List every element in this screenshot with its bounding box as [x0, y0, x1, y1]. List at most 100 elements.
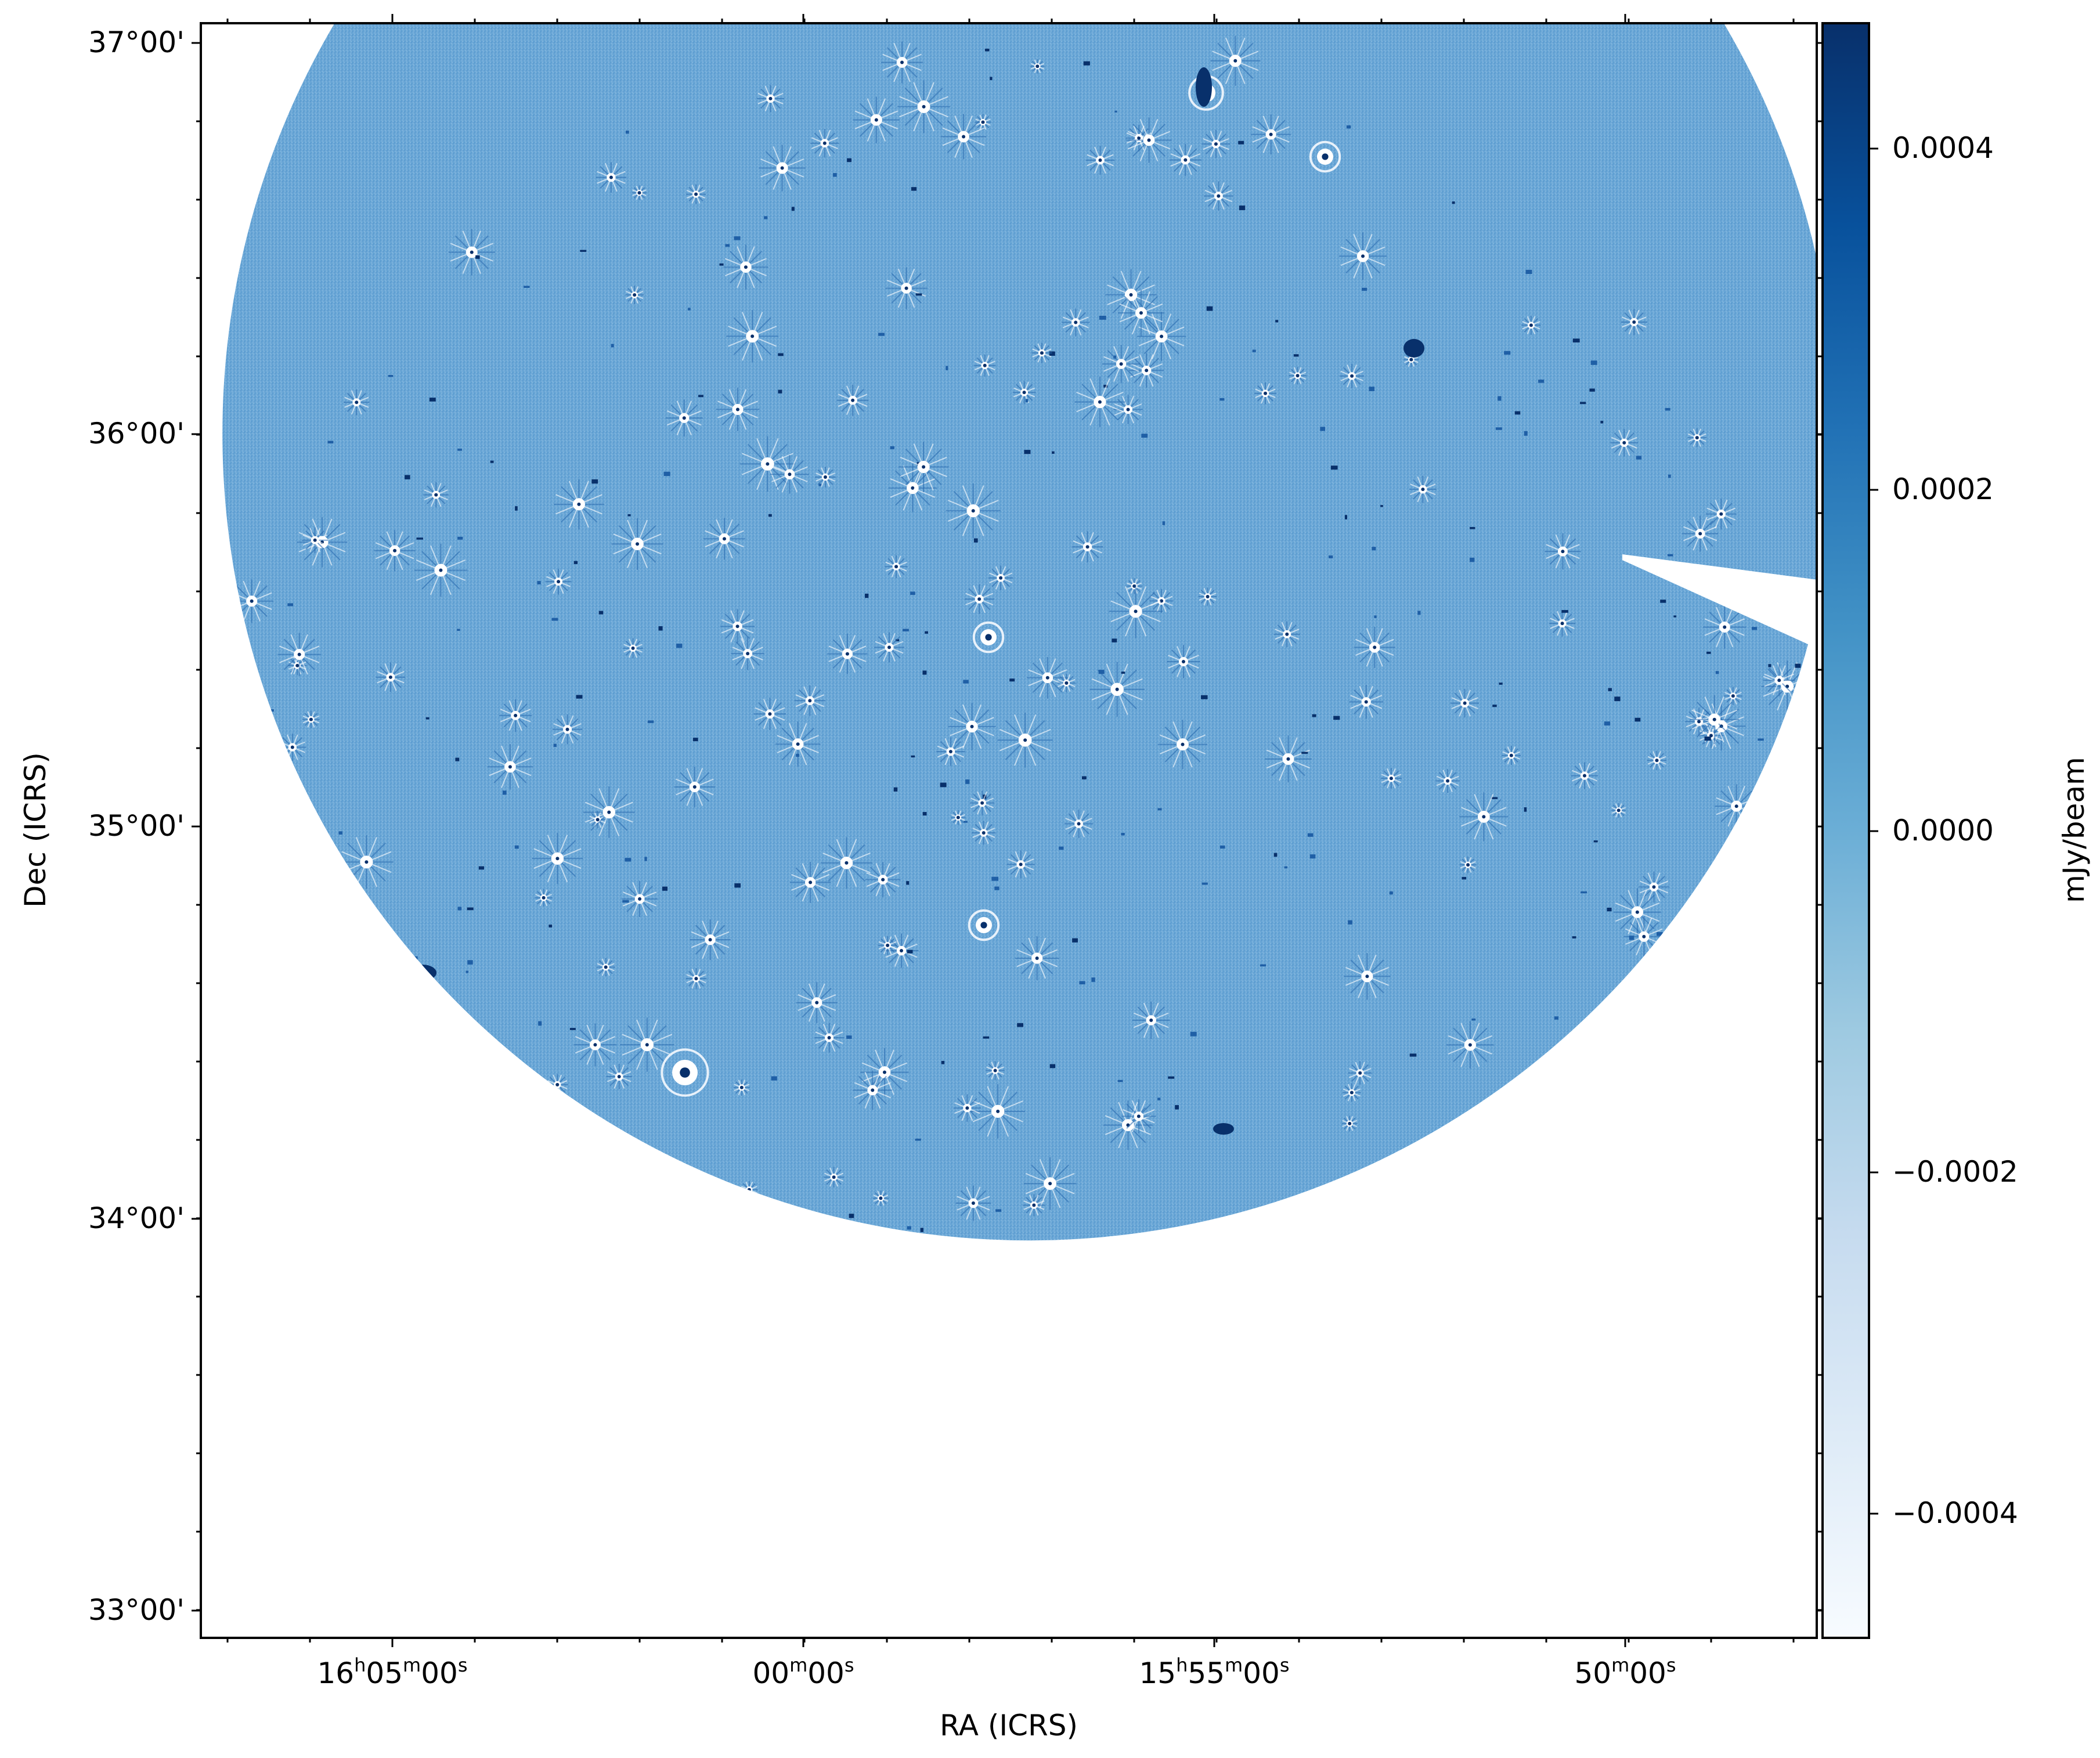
bright-source: [1435, 768, 1460, 793]
dark-source: [502, 790, 507, 795]
bright-source: [739, 436, 796, 492]
bright-source: [690, 919, 731, 961]
dark-source: [1190, 1031, 1197, 1037]
dark-source: [1079, 981, 1085, 984]
bright-source: [1121, 1099, 1156, 1134]
bright-source: [821, 837, 872, 889]
bright-source: [1716, 941, 1765, 990]
dark-source: [611, 344, 614, 348]
dark-source: [573, 561, 578, 564]
dark-source: [1572, 338, 1580, 343]
dark-source: [991, 876, 999, 881]
dark-source: [252, 907, 259, 911]
bright-source: [759, 1469, 813, 1522]
dark-source: [515, 506, 518, 511]
bright-source: [964, 584, 994, 614]
dark-source: [412, 956, 418, 960]
colorbar-tick-label: −0.0002: [1892, 1155, 2018, 1189]
dark-source: [1141, 434, 1148, 438]
bright-source: [1643, 1197, 1661, 1215]
dark-source: [984, 48, 990, 52]
dark-source: [973, 538, 978, 543]
dark-source: [589, 1289, 594, 1291]
bright-source: [1354, 626, 1395, 668]
dark-source: [963, 680, 969, 684]
dark-source: [1580, 402, 1586, 405]
dark-source: [647, 720, 654, 723]
dark-source: [1495, 427, 1502, 430]
dark-source: [1524, 431, 1528, 436]
dark-source: [1491, 797, 1498, 799]
y-tick-label: 34°00': [88, 1201, 185, 1235]
dark-source: [995, 1209, 1002, 1212]
dark-source: [1103, 384, 1108, 388]
dark-source: [546, 1239, 550, 1241]
bright-source: [1217, 1360, 1258, 1400]
bright-source: [1549, 610, 1576, 637]
dark-source: [537, 581, 541, 584]
bright-source: [1613, 888, 1661, 936]
bright-source: [794, 685, 825, 716]
bright-source: [1229, 1432, 1251, 1454]
bright-source: [1682, 515, 1719, 552]
dark-source: [551, 618, 558, 621]
bright-source: [1273, 621, 1300, 648]
bright-source: [1089, 662, 1145, 717]
bright-source: [746, 1474, 786, 1514]
dark-source: [778, 353, 784, 356]
dark-source: [549, 925, 553, 928]
bright-source: [775, 721, 821, 767]
dark-source: [591, 479, 598, 484]
bright-source: [723, 244, 768, 290]
dark-source: [514, 845, 519, 849]
bright-source: [1584, 1196, 1604, 1215]
dark-source: [925, 631, 928, 634]
bright-source: [1521, 315, 1541, 335]
dark-source: [719, 263, 724, 266]
dark-source: [1593, 840, 1598, 843]
dark-source: [1083, 1402, 1087, 1405]
dark-source: [490, 460, 494, 463]
bright-source: [1340, 363, 1365, 388]
dark-source: [993, 1259, 997, 1264]
bright-source: [733, 1079, 750, 1096]
x-axis-label: RA (ICRS): [940, 1709, 1078, 1742]
dark-source: [598, 611, 604, 615]
dark-source: [1333, 716, 1340, 720]
dark-source: [1090, 1296, 1095, 1298]
dark-source: [1614, 696, 1621, 702]
bright-source: [1198, 587, 1217, 606]
bright-source: [823, 1478, 839, 1494]
bright-source: [775, 1308, 816, 1349]
bright-source: [827, 633, 868, 674]
bright-source: [611, 518, 663, 570]
bright-source: [814, 1023, 845, 1053]
dark-source: [965, 779, 970, 784]
bright-source: [554, 479, 604, 530]
bright-source: [968, 909, 1000, 941]
dark-source: [1577, 1142, 1581, 1145]
plot-frame: [200, 22, 1818, 1639]
bright-source: [1149, 589, 1174, 613]
dark-source: [270, 709, 274, 712]
dark-source: [840, 1500, 845, 1503]
bright-source: [344, 389, 370, 416]
dark-source: [314, 1033, 319, 1037]
bright-source: [621, 880, 658, 918]
dark-source: [1673, 615, 1677, 618]
dark-source: [302, 1074, 309, 1079]
dark-source: [1162, 521, 1166, 525]
bright-source: [302, 527, 328, 554]
dark-source: [1629, 935, 1634, 940]
bright-source: [885, 555, 908, 578]
x-tick-labels: 16h05m00s 00m00s 15h55m00s 50m00s: [317, 1654, 1676, 1690]
dark-source: [1452, 201, 1455, 204]
dark-source: [1538, 379, 1545, 383]
bright-source: [659, 1221, 695, 1241]
bright-source: [1219, 1357, 1265, 1403]
bright-source: [1110, 1356, 1137, 1383]
dark-source: [626, 131, 629, 134]
dark-source: [949, 1543, 956, 1547]
bright-source: [1074, 376, 1125, 428]
